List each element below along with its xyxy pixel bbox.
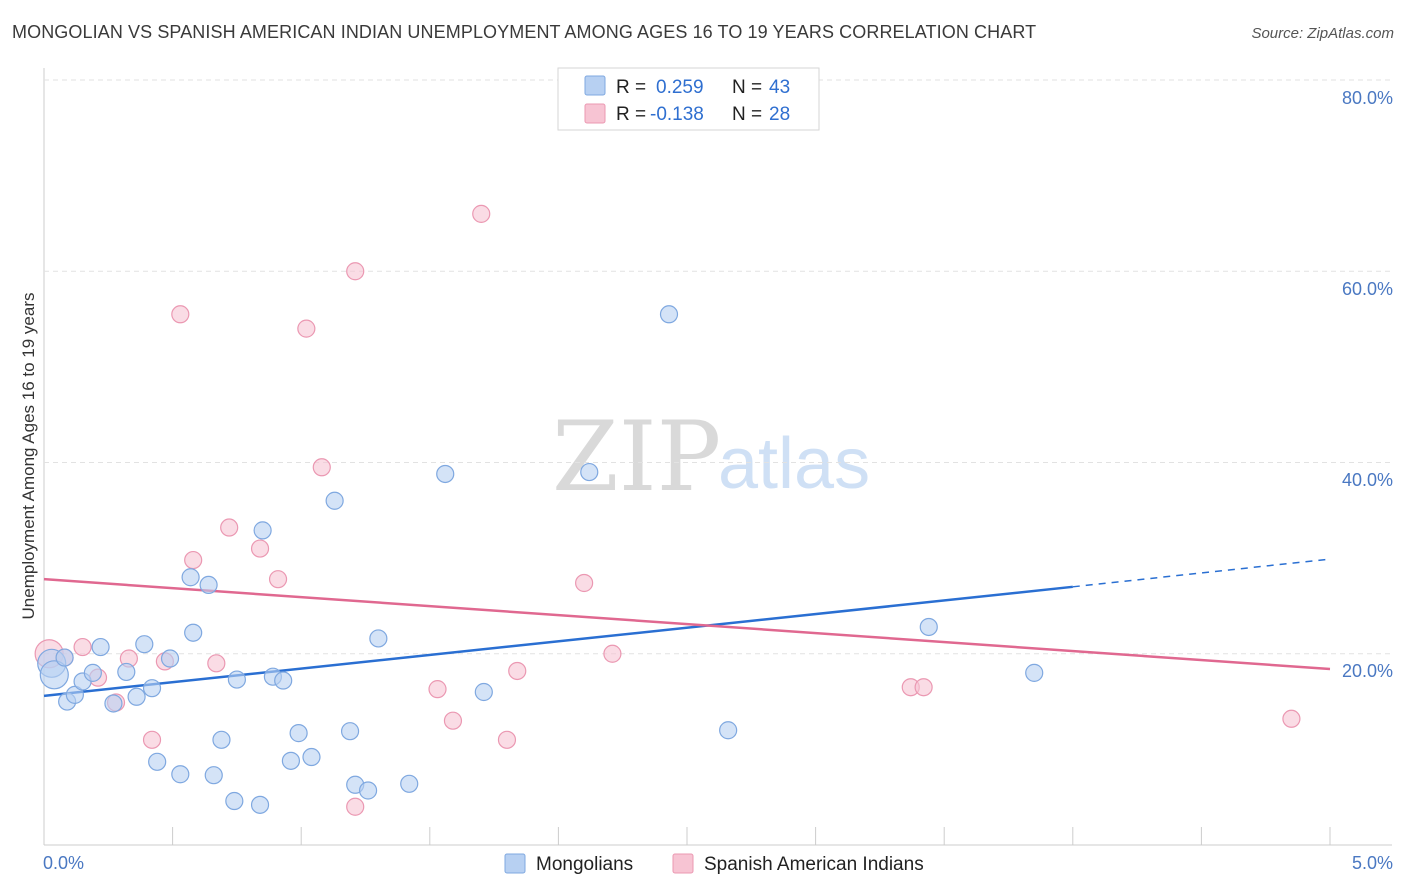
legend-n-value-spanish: 28 — [769, 104, 790, 125]
spanish-american-indians-point-23 — [575, 573, 594, 593]
trend-line-mongolians-extrapolated — [1072, 558, 1331, 588]
spanish-american-indians-point-11 — [220, 518, 239, 537]
spanish-american-indians-point-12 — [250, 539, 270, 558]
mongolians-point-20 — [212, 730, 231, 749]
legend-swatch-mongolians — [584, 75, 606, 96]
mongolians-point-22 — [227, 670, 246, 689]
watermark-zip: ZIP — [552, 401, 721, 513]
mongolians-point-41 — [919, 617, 938, 637]
mongolians-point-10 — [127, 687, 146, 706]
mongolians-point-29 — [302, 747, 321, 767]
spanish-american-indians-point-27 — [1282, 709, 1301, 728]
mongolians-point-4 — [65, 685, 84, 704]
mongolians-point-18 — [199, 575, 218, 595]
spanish-american-indians-point-10 — [207, 654, 226, 673]
mongolians-point-21 — [225, 791, 244, 811]
y-axis-tick-labels: 80.0% 60.0% 40.0% 20.0% — [1342, 88, 1393, 681]
spanish-american-indians-point-26 — [914, 678, 933, 697]
mongolians-points — [37, 305, 1044, 814]
spanish-american-indians-point-22 — [508, 661, 527, 681]
legend-r-value-mongolians: 0.259 — [656, 77, 704, 98]
spanish-american-indians-point-17 — [346, 262, 365, 281]
mongolians-point-17 — [184, 623, 203, 642]
y-tick-label-20: 20.0% — [1342, 661, 1393, 681]
legend-r-value-spanish: -0.138 — [650, 104, 704, 125]
mongolians-point-23 — [250, 795, 270, 814]
series-legend-label-spanish-american-indians: Spanish American Indians — [704, 854, 924, 875]
mongolians-point-12 — [142, 679, 162, 698]
mongolians-point-1 — [39, 660, 69, 690]
mongolians-point-31 — [340, 722, 360, 741]
mongolians-point-39 — [659, 305, 679, 324]
mongolians-point-6 — [83, 663, 102, 682]
mongolians-point-33 — [358, 781, 378, 800]
mongolians-point-38 — [580, 462, 599, 482]
mongolians-point-13 — [148, 752, 167, 771]
spanish-american-indians-point-15 — [312, 458, 331, 477]
legend-n-value-mongolians: 43 — [769, 77, 790, 98]
mongolians-point-2 — [55, 648, 74, 667]
spanish-american-indians-point-19 — [428, 680, 447, 699]
mongolians-point-36 — [436, 464, 455, 484]
correlation-legend: R = 0.259 N = 43 R = -0.138 N = 28 — [557, 67, 820, 131]
x-tick-label-min: 0.0% — [43, 853, 84, 873]
y-tick-label-80: 80.0% — [1342, 88, 1393, 108]
legend-n-label-mongolians: N = — [732, 77, 762, 98]
y-tick-label-40: 40.0% — [1342, 470, 1393, 490]
mongolians-point-30 — [325, 491, 344, 510]
mongolians-point-14 — [160, 649, 180, 668]
spanish-american-indians-point-18 — [472, 204, 491, 223]
spanish-american-indians-point-14 — [297, 319, 316, 338]
spanish-american-indians-point-20 — [443, 711, 463, 730]
trend-lines — [43, 558, 1331, 698]
spanish-american-indians-point-6 — [142, 730, 162, 749]
mongolians-point-40 — [719, 721, 738, 740]
legend-r-label-mongolians: R = — [616, 77, 646, 98]
gridlines — [44, 79, 1392, 655]
mongolians-point-9 — [117, 662, 136, 682]
x-tick-label-max: 5.0% — [1352, 853, 1393, 873]
legend-n-label-spanish: N = — [732, 104, 762, 125]
spanish-american-indians-point-24 — [603, 644, 622, 663]
spanish-american-indians-point-2 — [73, 637, 92, 657]
trend-line-spanish-american-indians — [43, 577, 1331, 671]
legend-r-label-spanish: R = — [616, 104, 646, 125]
y-tick-label-60: 60.0% — [1342, 279, 1393, 299]
spanish-american-indians-point-21 — [497, 730, 517, 749]
mongolians-point-35 — [400, 774, 419, 793]
mongolians-point-37 — [474, 682, 493, 702]
mongolians-point-34 — [369, 629, 388, 648]
watermark: ZIP atlas — [552, 401, 870, 513]
series-legend-swatch-spanish-american-indians — [672, 853, 694, 874]
chart-title: MONGOLIAN VS SPANISH AMERICAN INDIAN UNE… — [12, 22, 1037, 42]
chart-source: Source: ZipAtlas.com — [1251, 25, 1394, 42]
trend-line-mongolians — [43, 585, 1073, 698]
mongolians-point-28 — [289, 724, 308, 743]
mongolians-point-19 — [204, 766, 223, 785]
spanish-american-indians-point-9 — [184, 550, 203, 570]
spanish-american-indians-point-13 — [268, 570, 288, 589]
y-axis-label: Unemployment Among Ages 16 to 19 years — [19, 293, 38, 620]
mongolians-point-26 — [274, 671, 293, 690]
mongolians-point-8 — [104, 694, 123, 713]
mongolians-point-27 — [281, 751, 301, 770]
watermark-atlas: atlas — [718, 424, 870, 504]
legend-swatch-spanish-american-indians — [584, 103, 606, 124]
series-legend-swatch-mongolians — [504, 853, 526, 874]
mongolians-point-24 — [253, 521, 272, 540]
mongolians-point-16 — [181, 568, 200, 587]
spanish-american-indians-point-16 — [346, 797, 365, 816]
mongolians-point-15 — [171, 765, 190, 784]
spanish-american-indians-point-8 — [171, 305, 190, 324]
series-legend: Mongolians Spanish American Indians — [504, 853, 924, 875]
mongolians-point-11 — [135, 635, 154, 654]
series-legend-label-mongolians: Mongolians — [536, 854, 633, 875]
mongolians-point-42 — [1025, 663, 1044, 682]
mongolians-point-7 — [91, 637, 110, 657]
x-axis-ticks — [172, 827, 1331, 845]
